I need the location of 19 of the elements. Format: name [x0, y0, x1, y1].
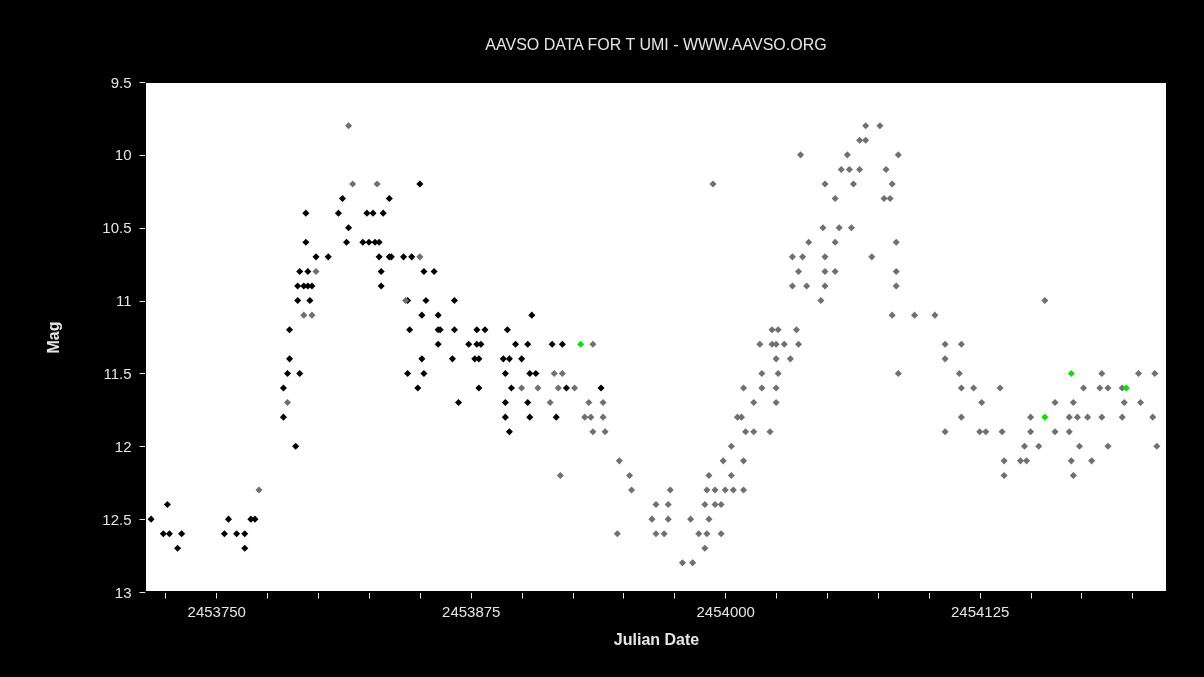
y-tick-label: 9.5	[110, 73, 132, 91]
y-tick-label: 11.5	[103, 364, 132, 382]
point	[1067, 369, 1075, 377]
x-tick-label: 2453750	[187, 602, 246, 620]
x-tick-label: 2454000	[696, 602, 755, 620]
y-tick-label: 12	[114, 437, 132, 455]
point	[1041, 413, 1049, 421]
x-tick-label: 2454125	[951, 602, 1010, 620]
x-tick-label: 2453875	[442, 602, 501, 620]
y-tick-label: 10	[114, 146, 132, 164]
y-tick-label: 11	[115, 292, 132, 310]
y-tick-label: 13	[114, 583, 132, 601]
x-axis-title: Julian Date	[613, 630, 700, 648]
y-axis-title: Mag	[45, 321, 63, 354]
point	[1122, 384, 1130, 392]
chart-title: AAVSO DATA FOR T UMI - WWW.AAVSO.ORG	[485, 36, 827, 53]
y-tick-label: 12.5	[102, 510, 132, 528]
point	[577, 340, 585, 348]
y-tick-label: 10.5	[102, 219, 132, 237]
